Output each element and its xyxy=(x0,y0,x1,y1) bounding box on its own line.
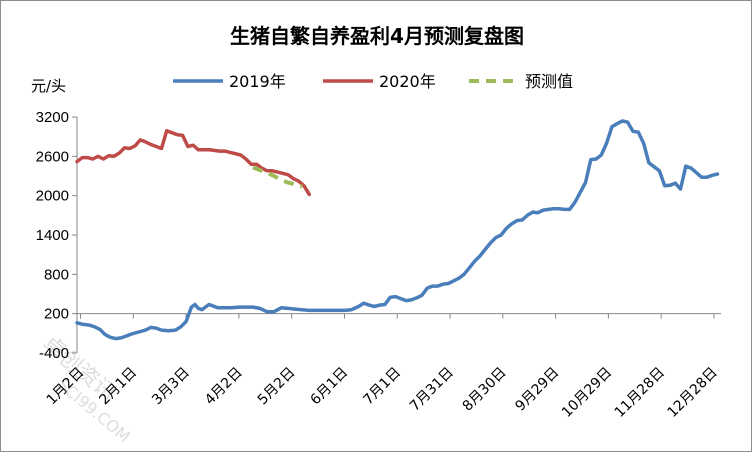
y-tick-label: 2600 xyxy=(36,148,69,165)
x-tick-label: 5月2日 xyxy=(255,365,299,409)
x-tick-label: 12月28日 xyxy=(664,365,720,421)
x-tick-label: 4月2日 xyxy=(202,365,246,409)
x-tick-label: 3月3日 xyxy=(149,365,193,409)
y-tick-label: -400 xyxy=(39,345,69,362)
y-tick-label: 3200 xyxy=(36,109,69,126)
legend-label-1: 2019年 xyxy=(229,72,286,91)
legend-label-3: 预测值 xyxy=(525,72,573,91)
series-line-3 xyxy=(252,165,303,189)
x-tick-label: 7月31日 xyxy=(407,365,457,415)
series-line-1 xyxy=(75,119,720,341)
legend-label-2: 2020年 xyxy=(379,72,436,91)
x-tick-label: 10月29日 xyxy=(559,365,615,421)
x-tick-label: 7月1日 xyxy=(360,365,404,409)
y-tick-label: 1400 xyxy=(36,227,69,244)
chart-title: 生猪自繁自养盈利4月预测复盘图 xyxy=(230,24,524,48)
x-tick-label: 11月28日 xyxy=(612,365,668,421)
series-layer xyxy=(75,119,720,341)
legend: 2019年 2020年 预测值 xyxy=(173,72,573,91)
x-tick-label: 9月29日 xyxy=(512,365,562,415)
y-axis-unit-label: 元/头 xyxy=(31,77,66,95)
y-tick-label: 800 xyxy=(44,266,69,283)
series-line-2 xyxy=(75,129,312,197)
y-tick-label: 2000 xyxy=(36,188,69,205)
x-tick-label: 8月30日 xyxy=(460,365,510,415)
x-tick-label: 6月1日 xyxy=(308,365,352,409)
y-tick-label: 200 xyxy=(44,306,69,323)
